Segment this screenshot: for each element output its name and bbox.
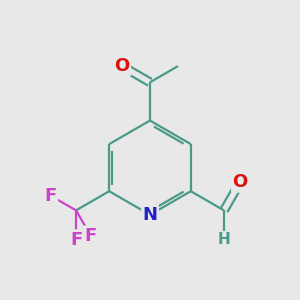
Text: F: F xyxy=(70,231,82,249)
Text: H: H xyxy=(218,232,230,247)
Text: F: F xyxy=(44,187,57,205)
Text: F: F xyxy=(85,227,97,245)
Text: O: O xyxy=(232,173,248,191)
Text: O: O xyxy=(114,57,130,75)
Text: N: N xyxy=(142,206,158,224)
